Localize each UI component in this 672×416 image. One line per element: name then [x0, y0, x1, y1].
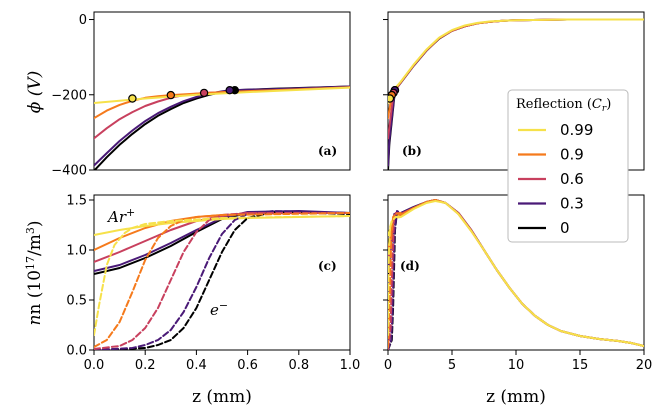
panel-d-xtick-label: 5	[448, 358, 456, 373]
panel-c-xtick-label: 0.4	[186, 358, 207, 373]
panel-c-xtick-label: 0.0	[84, 358, 105, 373]
panel-d-xtick-label: 15	[572, 358, 589, 373]
legend-label-cr-0: 0	[560, 219, 570, 237]
annotation-ar-plus: Ar+	[106, 206, 135, 226]
panel-label-a: (a)	[318, 144, 337, 158]
annotation-e-minus: e−	[210, 299, 228, 319]
panel-a-marker-cr-0.9	[166, 90, 175, 100]
panel-d-plot	[388, 199, 644, 350]
panel-c-plot	[94, 210, 350, 350]
panel-a-frame	[93, 11, 351, 171]
panel-a-ytick-label: −400	[51, 164, 87, 179]
panel-c-xtick-label: 0.8	[288, 358, 309, 373]
y-axis-label-n: nn (1017/m3)	[24, 220, 45, 325]
panel-c-ion-line-cr-0.6	[94, 212, 350, 263]
panel-c-ytick-label: 0.0	[66, 344, 87, 359]
x-axis-label-right: z (mm)	[486, 387, 546, 407]
panel-d-xtick-label: 10	[508, 358, 525, 373]
axis-ticks: 0 −200 −400 0.0 0.5 1.0 1.5 0.0 0.2 0.4 0.6 0.8 1.0 0…	[51, 13, 652, 373]
panel-a-plot	[94, 85, 350, 170]
panel-c-electron-line-cr-0.9	[94, 212, 350, 348]
panel-a-marker-cr-0.99	[128, 94, 137, 103]
panel-c-electron-line-cr-0.99	[94, 215, 350, 336]
panel-c-xtick-label: 0.6	[237, 358, 258, 373]
panel-d-xtick-label: 20	[636, 358, 653, 373]
panel-b-plot	[388, 18, 644, 170]
panel-d-electron-line-cr-0.3	[388, 210, 402, 350]
panel-d-xtick-label: 0	[384, 358, 392, 373]
panel-d-electron-line-cr-0.99	[388, 215, 402, 336]
panel-c-ion-line-cr-0	[94, 211, 350, 275]
panel-c-ytick-label: 1.0	[66, 244, 87, 259]
panel-c-xtick-label: 1.0	[340, 358, 361, 373]
legend: Reflection (Cr) 0.99 0.9 0.6 0.3 0	[507, 89, 629, 243]
panel-c-frame	[93, 194, 351, 351]
x-axis-label-left: z (mm)	[192, 387, 252, 407]
panel-c-ytick-label: 1.5	[66, 194, 87, 209]
panel-c-ytick-label: 0.5	[66, 294, 87, 309]
legend-label-cr-0.9: 0.9	[560, 146, 584, 164]
panel-label-c: (c)	[318, 259, 337, 273]
legend-title: Reflection (Cr)	[516, 97, 611, 114]
panel-a-ytick-label: −200	[51, 88, 87, 103]
legend-label-cr-0.6: 0.6	[560, 170, 584, 188]
panel-b-marker-cr-0.99	[388, 94, 395, 103]
panel-label-b: (b)	[402, 144, 422, 158]
panel-d-electron-line-cr-0.9	[388, 212, 402, 348]
panel-a-ytick-label: 0	[79, 13, 87, 28]
panel-d-ion-line-cr-0.99	[388, 200, 644, 347]
panel-c-electron-line-cr-0.3	[94, 210, 350, 350]
panel-c-xtick-label: 0.2	[135, 358, 156, 373]
panel-label-d: (d)	[400, 259, 420, 273]
legend-label-cr-0.3: 0.3	[560, 195, 584, 213]
y-axis-label-phi: ϕ (V)	[25, 71, 45, 114]
panel-a-marker-cr-0.3	[225, 85, 234, 95]
legend-label-cr-0.99: 0.99	[560, 121, 593, 139]
panel-a-phi-line-cr-0.99	[94, 86, 350, 104]
panel-a-marker-cr-0.6	[199, 88, 209, 98]
